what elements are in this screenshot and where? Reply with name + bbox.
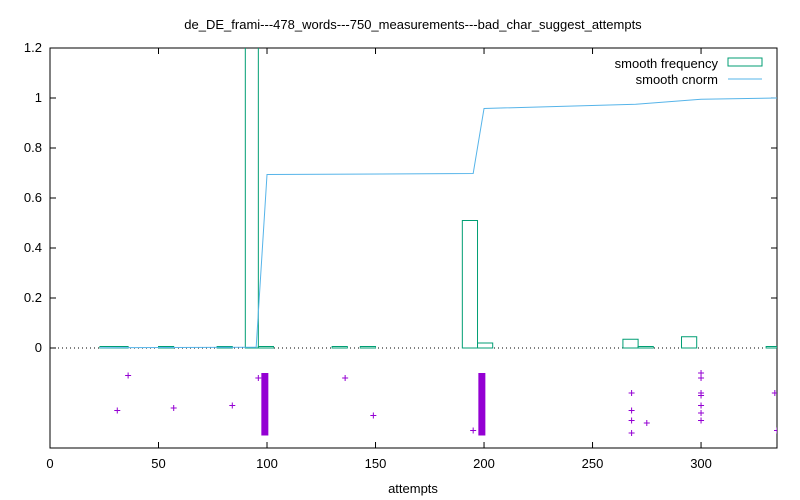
y-tick-label: 0.4: [24, 240, 42, 255]
frequency-bar: [637, 346, 654, 349]
measurement-point: [370, 412, 377, 419]
x-tick-label: 200: [473, 456, 495, 471]
frequency-bar: [461, 220, 479, 349]
measurement-point: [342, 375, 349, 381]
measurement-point: [698, 410, 705, 416]
x-tick-label: 0: [46, 456, 53, 471]
measurement-point: [698, 402, 705, 409]
measurement-point: [628, 430, 635, 436]
frequency-bar: [681, 336, 698, 349]
legend-swatch-frequency: [727, 57, 763, 67]
measurement-column: [261, 373, 269, 436]
frequency-bar: [622, 338, 639, 349]
plot-area: [99, 48, 777, 436]
y-tick-label: 0.6: [24, 190, 42, 205]
measurement-point: [114, 407, 121, 414]
measurement-point: [628, 390, 635, 396]
frequency-bar: [765, 346, 777, 349]
measurement-point: [698, 375, 705, 381]
frequency-bar: [331, 346, 348, 349]
measurement-point: [229, 402, 236, 409]
measurement-point: [774, 427, 777, 434]
measurement-point: [628, 407, 635, 414]
measurement-point: [698, 417, 705, 424]
chart-title: de_DE_frami---478_words---750_measuremen…: [184, 17, 642, 32]
measurement-point: [628, 417, 635, 424]
frequency-bar: [257, 346, 275, 349]
y-tick-label: 0: [35, 340, 42, 355]
x-axis-label: attempts: [388, 481, 438, 496]
y-tick-label: 1.2: [24, 40, 42, 55]
x-tick-label: 150: [365, 456, 387, 471]
y-tick-label: 0.2: [24, 290, 42, 305]
measurement-point: [643, 420, 650, 426]
x-tick-label: 300: [690, 456, 712, 471]
measurement-column: [478, 373, 486, 436]
legend-label-cnorm: smooth cnorm: [636, 72, 718, 87]
cnorm-line: [99, 97, 777, 349]
measurement-point: [771, 390, 777, 396]
frequency-bar: [359, 346, 377, 349]
legend-label-frequency: smooth frequency: [615, 56, 719, 71]
plot-frame: [49, 47, 778, 449]
legend: smooth frequency smooth cnorm: [615, 56, 763, 87]
measurement-point: [255, 375, 262, 381]
x-tick-label: 100: [256, 456, 278, 471]
frequency-bar: [477, 342, 494, 349]
measurement-point: [170, 405, 177, 411]
x-tick-label: 50: [151, 456, 165, 471]
x-tick-label: 250: [582, 456, 604, 471]
frequency-bar: [244, 48, 259, 349]
y-tick-label: 1: [35, 90, 42, 105]
measurement-point: [470, 427, 477, 434]
measurement-point: [125, 372, 132, 379]
y-tick-label: 0.8: [24, 140, 42, 155]
measurement-point: [698, 392, 705, 399]
